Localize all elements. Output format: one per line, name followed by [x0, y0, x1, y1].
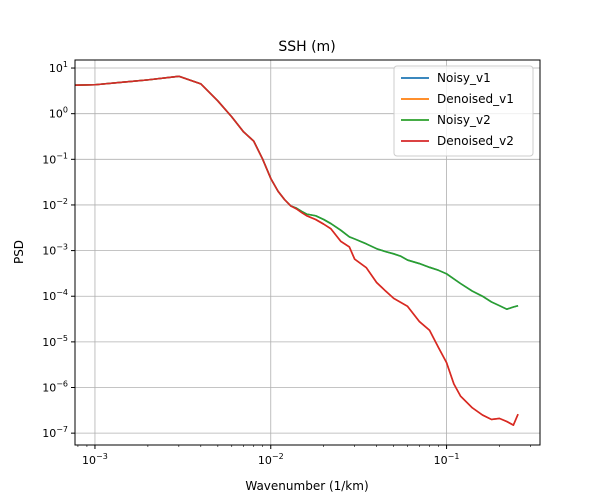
y-axis-label: PSD [12, 240, 26, 264]
x-tick-label: 10−3 [82, 452, 108, 467]
y-tick-label: 100 [49, 106, 68, 121]
legend: Noisy_v1 Denoised_v1 Noisy_v2 Denoised_v2 [393, 65, 534, 157]
y-tick-label: 101 [49, 60, 68, 75]
x-axis-ticks: 10−3 10−2 10−1 [77, 445, 531, 467]
legend-label: Denoised_v1 [437, 92, 514, 106]
x-tick-label: 10−2 [258, 452, 284, 467]
y-tick-label: 10−3 [42, 243, 68, 258]
x-axis-label: Wavenumber (1/km) [245, 479, 368, 493]
chart-title: SSH (m) [278, 39, 335, 55]
x-tick-label: 10−1 [434, 452, 460, 467]
y-axis-ticks: 10−7 10−6 10−5 10−4 10−3 10−2 10−1 100 101 [42, 60, 75, 440]
series-line-denoised-v2 [74, 75, 519, 426]
legend-label: Denoised_v2 [437, 134, 514, 148]
series-lines [74, 75, 519, 426]
y-tick-label: 10−2 [42, 197, 68, 212]
y-tick-label: 10−1 [42, 151, 68, 166]
y-tick-label: 10−6 [42, 380, 68, 395]
y-tick-label: 10−5 [42, 334, 68, 349]
y-tick-label: 10−4 [42, 288, 68, 303]
legend-label: Noisy_v1 [437, 71, 491, 85]
legend-label: Noisy_v2 [437, 113, 491, 127]
y-tick-label: 10−7 [42, 425, 68, 440]
legend-box [393, 65, 534, 157]
plot-frame [74, 59, 541, 446]
